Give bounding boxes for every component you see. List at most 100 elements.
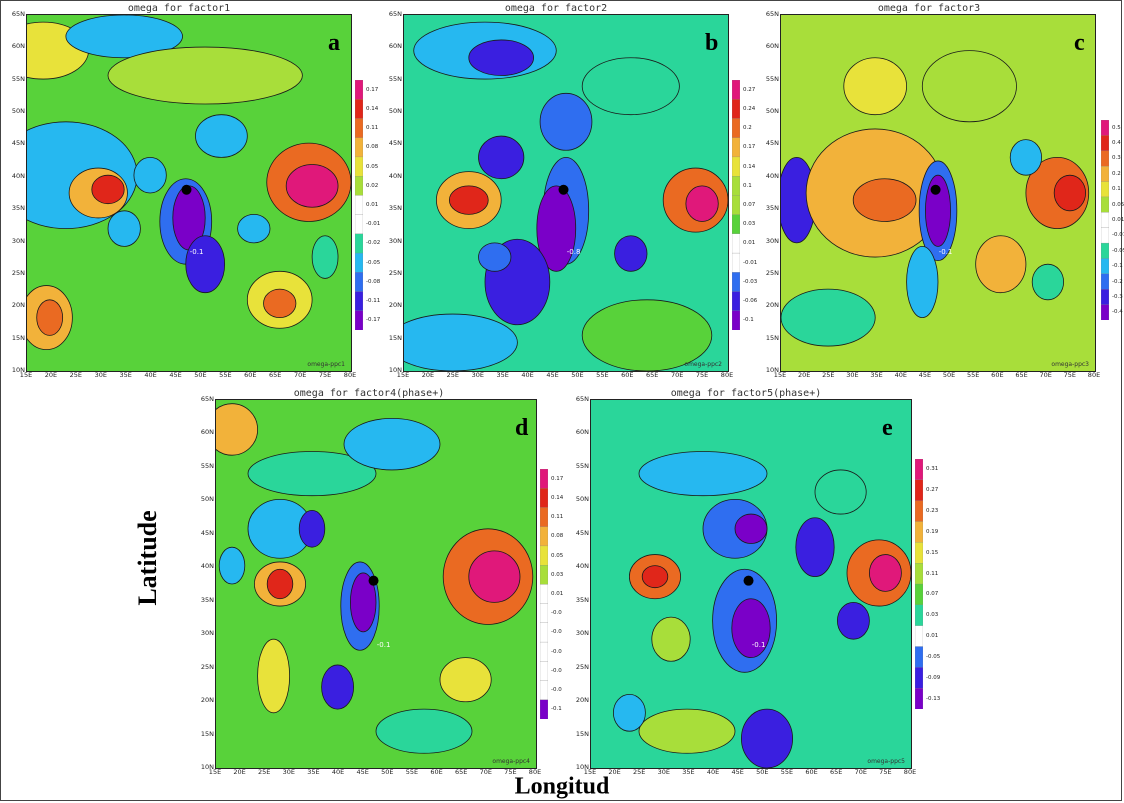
colorbar-swatch — [732, 176, 740, 197]
colorbar-swatch — [915, 688, 923, 709]
lat-tick-label: 50N — [575, 495, 589, 504]
lon-tick-row: 15E 20E 25E 30E 35E 40E 45E 50E 55E 60E 65E 70E 75E 8… — [774, 371, 1100, 381]
colorbar-label: -0.01 — [743, 259, 758, 266]
lon-tick-label: 15E — [208, 768, 222, 776]
station-marker — [558, 184, 569, 195]
colorbar-label: -0.11 — [366, 298, 381, 305]
lon-tick-label: 40E — [521, 371, 534, 379]
lat-tick-label: 65N — [575, 395, 589, 403]
colorbar-swatch — [540, 545, 548, 566]
lat-tick-label: 20N — [11, 301, 25, 310]
colorbar-swatch — [915, 479, 923, 502]
lon-tick-label: 60E — [621, 371, 634, 379]
lat-tick-label: 55N — [200, 461, 214, 470]
colorbar-label: -0.01 — [1112, 232, 1124, 239]
colorbar-swatch — [915, 583, 923, 606]
omega-field: -0.1 — [591, 400, 911, 768]
colorbar-swatch — [915, 563, 923, 585]
panel-letter: a — [328, 30, 340, 56]
colorbar-scale — [540, 469, 548, 719]
colorbar-swatch — [540, 565, 548, 586]
contour-region — [439, 657, 492, 703]
colorbar-scale — [915, 459, 923, 709]
omega-field: -0.1 — [781, 15, 1095, 371]
lon-tick-label: 45E — [356, 768, 369, 776]
lat-tick-label: 25N — [575, 662, 589, 671]
colorbar-label: 0.03 — [743, 221, 756, 228]
lon-tick-label: 35E — [307, 768, 320, 776]
lat-tick-label: 30N — [765, 236, 779, 245]
omega-field: -0.1 — [216, 400, 536, 768]
colorbar-label: 0.2 — [1112, 170, 1121, 177]
station-marker — [181, 184, 192, 195]
panel-title: omega for factor4(phase+) — [293, 388, 445, 399]
contour-region — [107, 46, 303, 105]
colorbar: 0.31 0.27 0.23 0.19 0.15 0.11 0.07 0.03 0.01 -0.0… — [915, 459, 940, 709]
contour-region — [536, 185, 577, 272]
colorbar-swatch — [732, 156, 740, 177]
lat-tick-label: 10N — [200, 763, 214, 771]
lat-tick-label: 45N — [11, 139, 25, 148]
lat-tick-label: 20N — [200, 696, 214, 705]
colorbar-swatch — [355, 80, 363, 100]
colorbar-label: 0.05 — [1112, 201, 1124, 208]
colorbar-swatch — [1101, 181, 1109, 198]
station-marker — [930, 184, 941, 195]
contour-region — [975, 235, 1027, 294]
lat-tick-label: 60N — [11, 42, 25, 51]
contour-region — [843, 57, 907, 116]
lon-tick-label: 20E — [421, 371, 435, 379]
colorbar-label: -0.03 — [743, 278, 758, 285]
lon-tick-label: 45E — [546, 371, 559, 379]
colorbar-swatch — [355, 214, 363, 235]
lat-tick-label: 35N — [11, 204, 25, 213]
lon-tick-label: 80E — [528, 768, 542, 776]
contour-region — [539, 92, 593, 151]
colorbar-swatch — [1101, 120, 1109, 137]
contour-region — [237, 213, 271, 244]
contour-region — [836, 602, 870, 640]
colorbar-swatch — [732, 80, 740, 100]
panel-c: omega for factor3 -0.1 omega-ppc3 c 0.5 0.… — [762, 3, 1124, 384]
lon-tick-label: 80E — [720, 371, 734, 379]
colorbar-label: -0.1 — [1112, 263, 1123, 270]
colorbar-swatch — [540, 699, 548, 719]
colorbar-label: 0.05 — [366, 163, 379, 170]
colorbar-label: 0.01 — [366, 202, 379, 208]
lon-tick-label: 20E — [44, 371, 58, 379]
lon-tick-label: 45E — [918, 371, 932, 379]
lat-tick-label: 25N — [200, 662, 214, 671]
lon-tick-label: 20E — [797, 371, 811, 379]
colorbar-label: 0.23 — [926, 508, 939, 515]
colorbar-label: 0.07 — [926, 591, 939, 598]
panel-d: omega for factor4(phase+) -0.1 omega-ppc4… — [197, 388, 565, 781]
colorbar-swatch — [355, 156, 363, 177]
lon-tick-label: 25E — [446, 371, 460, 379]
lat-tick-label: 55N — [11, 74, 25, 83]
lon-tick-label: 45E — [169, 371, 182, 379]
panel-letter: e — [882, 415, 893, 441]
lat-tick-label: 15N — [388, 333, 402, 342]
lat-tick-label: 55N — [388, 74, 402, 83]
contour-region — [613, 693, 646, 732]
colorbar-label: 0.27 — [743, 86, 756, 93]
lat-tick-label: 45N — [388, 139, 402, 148]
lon-tick-label: 55E — [596, 371, 609, 379]
colorbar-label: -0.0 — [551, 687, 562, 694]
map-source-label: omega-ppc3 — [1051, 361, 1089, 368]
lat-tick-label: 35N — [388, 204, 402, 213]
contour-region — [298, 510, 326, 548]
lat-tick-label: 15N — [200, 729, 214, 738]
colorbar-label: 0.05 — [551, 552, 564, 559]
colorbar-label: -0.13 — [926, 695, 941, 702]
lat-tick-label: 60N — [200, 428, 214, 437]
colorbar-label: -0.1 — [743, 317, 754, 324]
lon-tick-label: 40E — [706, 768, 720, 776]
colorbar-swatch — [915, 542, 923, 564]
colorbar-label: 0.03 — [926, 612, 939, 619]
lon-tick-label: 50E — [942, 371, 956, 379]
lat-tick-label: 40N — [11, 171, 25, 180]
colorbar-swatch — [540, 641, 548, 662]
contour-region — [734, 513, 768, 544]
